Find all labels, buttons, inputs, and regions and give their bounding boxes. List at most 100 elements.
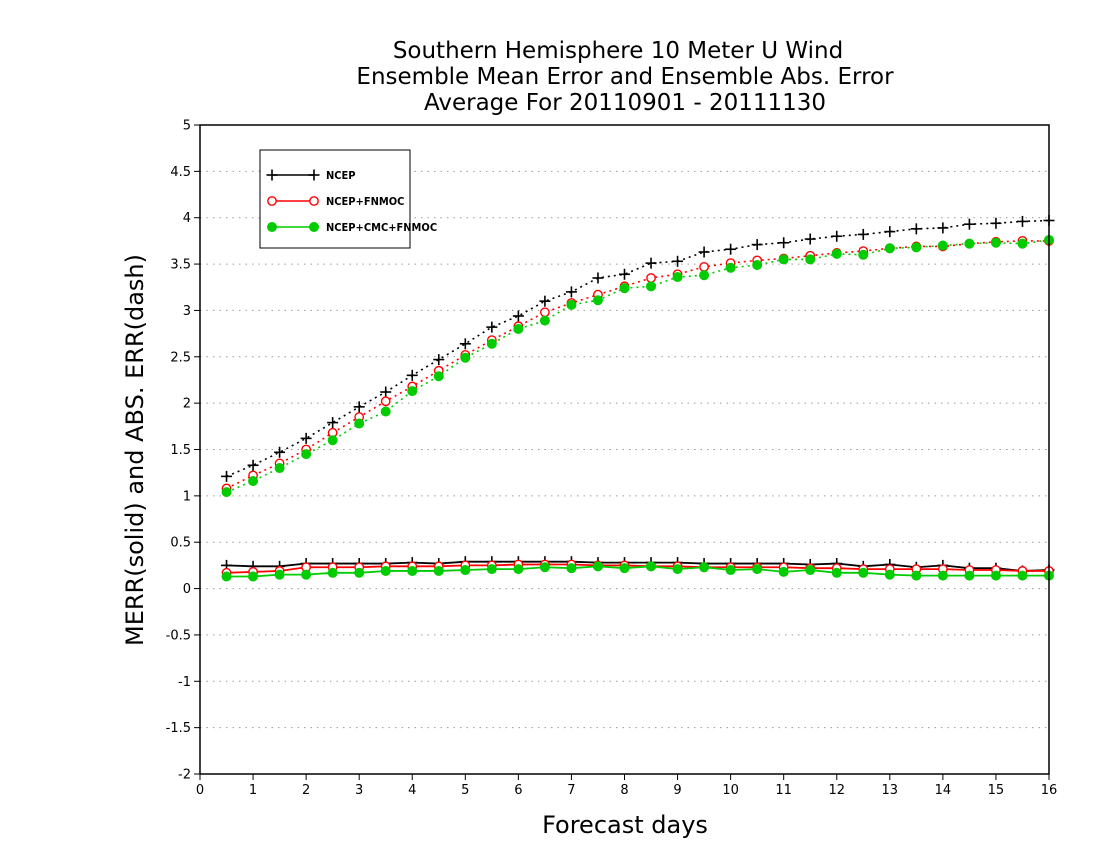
mean-err-point	[725, 565, 736, 576]
abs-err-point	[645, 257, 657, 269]
abs-err-point	[778, 254, 789, 265]
legend-marker	[267, 196, 277, 206]
plot-frame	[199, 124, 1050, 775]
y-tick-label: 0.5	[170, 536, 191, 551]
abs-err-point	[963, 218, 975, 230]
y-tick-label: 1	[183, 489, 191, 504]
mean-err-point	[831, 567, 842, 578]
mean-err-point	[592, 561, 603, 572]
mean-err-point	[433, 565, 444, 576]
y-tick-label: 5	[183, 119, 191, 134]
x-axis-ticks: 0 1 2 3 4 5 6 7 8 9 10 11 12 13 14 15 16	[196, 774, 1057, 798]
abs-err-point	[672, 272, 683, 283]
abs-err-point	[858, 249, 869, 260]
abs-err-point	[592, 295, 603, 306]
abs-err-point	[592, 272, 604, 284]
abs-err-point	[407, 386, 418, 397]
x-tick-label: 9	[673, 783, 681, 798]
abs-err-point	[857, 228, 869, 240]
mean-err-point	[911, 570, 922, 581]
abs-err-point	[460, 352, 471, 363]
abs-err-point	[327, 435, 338, 446]
legend-entry: NCEP+CMC+FNMOC	[267, 221, 437, 234]
abs-err-point	[459, 338, 471, 350]
mean-err-point	[566, 563, 577, 574]
abs-err-point	[300, 432, 312, 444]
abs-err-point	[778, 237, 790, 249]
mean-err-point	[752, 564, 763, 575]
abs-err-point	[751, 239, 763, 251]
abs-err-point	[380, 386, 392, 398]
abs-err-point	[380, 396, 391, 407]
abs-err-point	[911, 242, 922, 253]
mean-err-point	[513, 564, 524, 575]
mean-err-point	[248, 571, 259, 582]
abs-err-point	[672, 255, 684, 267]
legend-box	[259, 149, 411, 249]
abs-err-point	[910, 223, 922, 235]
abs-err-point	[565, 286, 577, 298]
mean-err-point	[460, 565, 471, 576]
abs-err-point	[540, 307, 550, 318]
x-tick-label: 8	[620, 783, 628, 798]
abs-err-point	[725, 243, 737, 255]
abs-err-point	[247, 459, 259, 471]
mean-err-point	[699, 562, 710, 573]
abs-err-point	[831, 248, 842, 259]
x-tick-label: 13	[882, 783, 899, 798]
abs-err-point	[937, 222, 949, 234]
y-tick-label: 4.5	[170, 165, 191, 180]
y-tick-label: 4	[183, 211, 191, 226]
x-tick-label: 6	[514, 783, 522, 798]
y-tick-label: 2	[183, 397, 191, 412]
abs-err-point	[274, 463, 285, 474]
chart-title-line-3: Average For 20110901 - 20111130	[424, 90, 826, 116]
mean-err-point	[327, 567, 338, 578]
mean-err-point	[778, 566, 789, 577]
abs-err-point	[539, 295, 551, 307]
mean-err-point	[990, 570, 1001, 581]
abs-err-point	[937, 240, 948, 251]
x-tick-label: 7	[567, 783, 575, 798]
mean-err-point	[380, 565, 391, 576]
chart-title: Southern Hemisphere 10 Meter U Wind Ense…	[356, 38, 894, 116]
abs-err-point	[964, 238, 975, 249]
chart-title-line-1: Southern Hemisphere 10 Meter U Wind	[393, 38, 843, 64]
abs-err-point	[301, 449, 312, 460]
legend-marker	[267, 222, 277, 232]
y-tick-label: 0	[183, 582, 191, 597]
legend-entry: NCEP+FNMOC	[267, 195, 404, 208]
series-ncep-cmc-fnmoc	[221, 234, 1054, 582]
y-tick-label: -1	[178, 675, 191, 690]
abs-err-point	[406, 369, 418, 381]
mean-err-point	[274, 569, 285, 580]
mean-err-point	[964, 570, 975, 581]
y-tick-label: 3	[183, 304, 191, 319]
chart-title-line-2: Ensemble Mean Error and Ensemble Abs. Er…	[356, 64, 894, 90]
x-tick-label: 14	[935, 783, 952, 798]
mean-err-point	[301, 569, 312, 580]
abs-err-point	[1016, 215, 1028, 227]
y-axis-label: MERR(solid) and ABS. ERR(dash)	[121, 254, 149, 646]
abs-err-point	[248, 476, 259, 487]
abs-err-point	[805, 254, 816, 265]
abs-err-point	[699, 270, 710, 281]
abs-err-point	[698, 246, 710, 258]
x-tick-label: 12	[828, 783, 845, 798]
abs-err-line	[226, 219, 1050, 478]
y-axis-ticks: -2 -1.5 -1 -0.5 0 0.5 1 1.5 2 2.5 3 3.5 4 4.5 5	[166, 119, 200, 783]
legend-label: NCEP	[326, 169, 356, 182]
legend: NCEP NCEP+FNMOC NCEP+CMC+FNMOC	[259, 149, 437, 249]
abs-err-point	[752, 259, 763, 270]
series-layer	[221, 214, 1055, 582]
mean-err-point	[646, 561, 657, 572]
mean-err-point	[221, 571, 232, 582]
abs-err-point	[831, 230, 843, 242]
x-tick-label: 5	[461, 783, 469, 798]
abs-err-point	[619, 268, 630, 280]
abs-err-point	[354, 418, 365, 429]
abs-err-point	[221, 487, 232, 498]
x-tick-label: 11	[775, 783, 792, 798]
